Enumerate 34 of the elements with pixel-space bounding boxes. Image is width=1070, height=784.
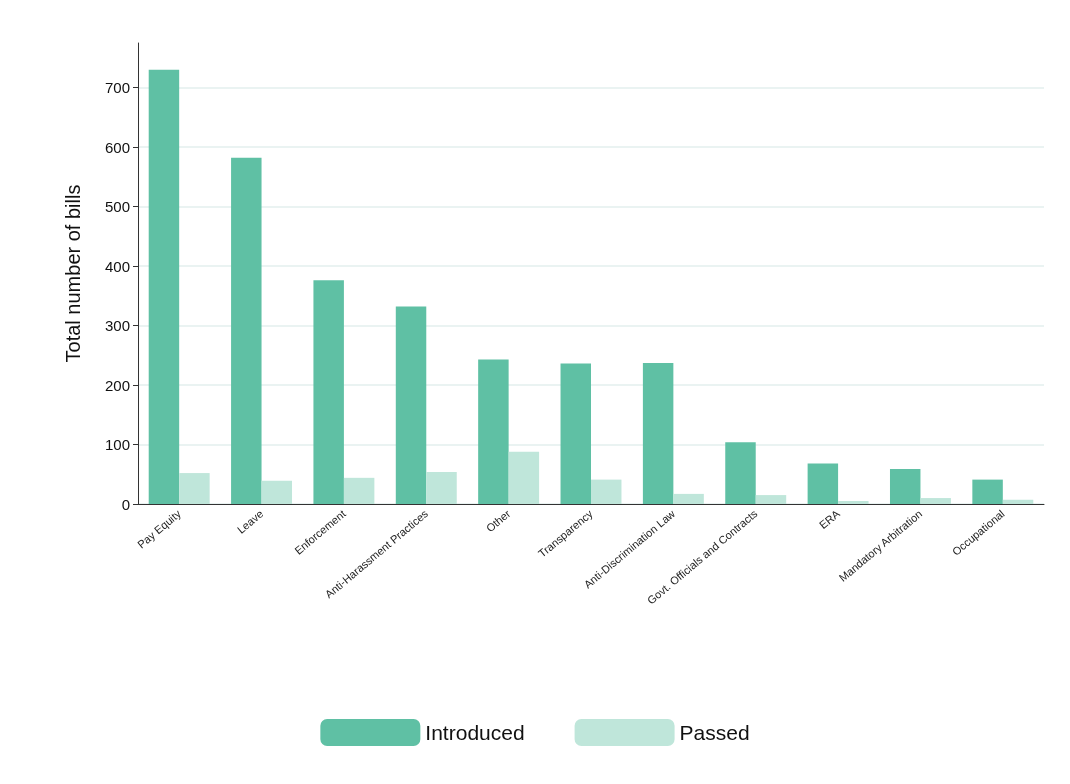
bar bbox=[673, 493, 704, 504]
bar bbox=[642, 363, 674, 504]
y-tick-label: 500 bbox=[104, 198, 130, 216]
y-tick-label: 300 bbox=[104, 317, 130, 335]
y-tick-label: 100 bbox=[104, 436, 130, 454]
bar bbox=[755, 495, 787, 504]
y-axis-title: Total number of bills bbox=[62, 184, 84, 363]
x-tick-label: ERA bbox=[816, 506, 843, 532]
bar bbox=[261, 480, 293, 504]
bar bbox=[313, 280, 344, 504]
bar bbox=[478, 359, 509, 504]
y-tick-label: 700 bbox=[104, 79, 130, 97]
bar bbox=[972, 479, 1003, 504]
y-tick-label: 0 bbox=[121, 495, 130, 513]
bar bbox=[560, 363, 591, 504]
bar bbox=[148, 69, 180, 504]
bar bbox=[725, 442, 756, 504]
bar bbox=[807, 463, 839, 504]
legend-label: Passed bbox=[679, 721, 750, 744]
y-tick-label: 600 bbox=[104, 138, 130, 156]
bar bbox=[889, 468, 921, 504]
bar bbox=[343, 477, 375, 504]
y-tick-label: 200 bbox=[104, 376, 130, 394]
bar bbox=[920, 498, 951, 504]
bar bbox=[395, 306, 427, 504]
bar bbox=[508, 451, 540, 504]
y-tick-label: 400 bbox=[104, 257, 130, 275]
bar bbox=[179, 473, 210, 504]
bar bbox=[838, 501, 869, 504]
bar bbox=[591, 479, 622, 504]
bar bbox=[426, 471, 457, 504]
legend-label: Introduced bbox=[425, 721, 525, 744]
bar bbox=[1002, 499, 1034, 504]
bar bbox=[231, 157, 262, 504]
